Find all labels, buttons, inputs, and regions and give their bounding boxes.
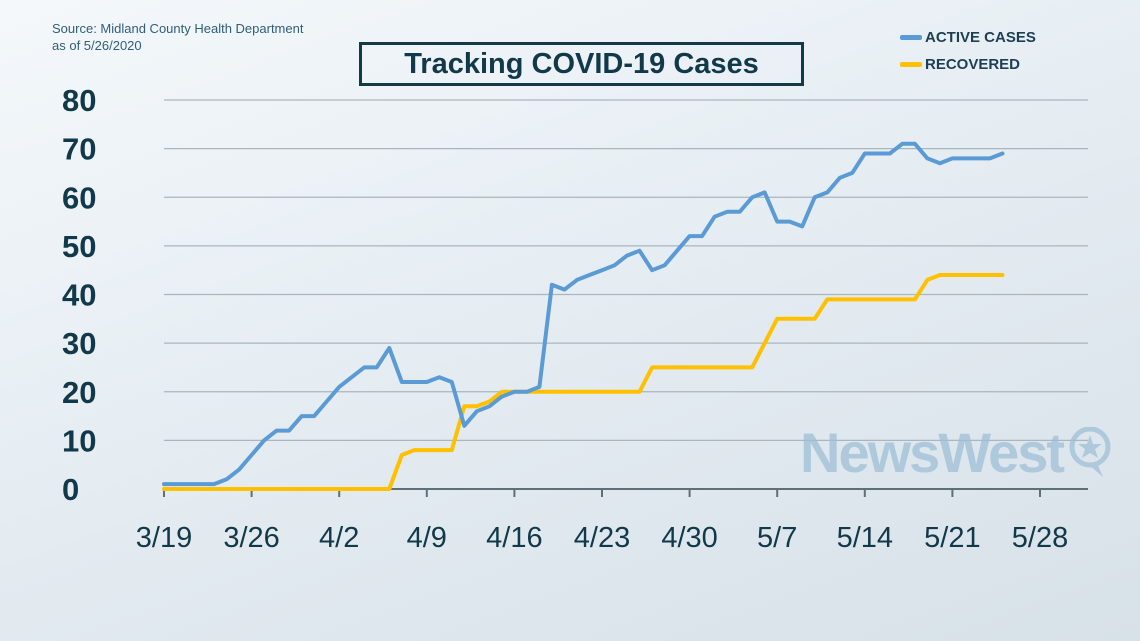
source-date: as of 5/26/2020 — [52, 38, 142, 53]
chart-title-box: Tracking COVID-19 Cases — [359, 42, 804, 86]
x-tick-label: 5/28 — [1012, 522, 1068, 554]
x-tick-label: 5/7 — [757, 522, 797, 554]
x-tick-label: 5/21 — [924, 522, 980, 554]
y-tick-label: 20 — [62, 375, 96, 410]
y-tick-label: 40 — [62, 278, 96, 313]
x-tick-label: 3/26 — [223, 522, 279, 554]
x-tick-label: 5/14 — [837, 522, 893, 554]
legend-label-recovered: RECOVERED — [925, 56, 1021, 73]
logo-text: NewsWest — [800, 421, 1065, 484]
y-tick-label: 10 — [62, 423, 96, 458]
x-tick-label: 4/30 — [661, 522, 717, 554]
x-tick-label: 4/23 — [574, 522, 630, 554]
y-tick-label: 80 — [62, 83, 96, 118]
y-tick-label: 0 — [62, 472, 79, 507]
newswest-logo: NewsWest — [800, 420, 1113, 485]
chart-title: Tracking COVID-19 Cases — [404, 47, 759, 80]
x-tick-label: 4/2 — [319, 522, 359, 554]
legend-swatch-recovered — [900, 62, 922, 67]
legend-item-active: ACTIVE CASES — [900, 24, 1036, 51]
logo-star-icon — [1069, 426, 1111, 477]
y-tick-label: 60 — [62, 180, 96, 215]
legend-swatch-active — [900, 35, 922, 40]
legend-label-active: ACTIVE CASES — [925, 29, 1036, 46]
x-tick-label: 3/19 — [136, 522, 192, 554]
y-tick-label: 50 — [62, 229, 96, 264]
x-tick-label: 4/9 — [407, 522, 447, 554]
chart-legend: ACTIVE CASES RECOVERED — [900, 24, 1036, 78]
series-line-active-cases — [162, 141, 1005, 487]
source-note: Source: Midland County Health Department… — [52, 20, 303, 54]
series-line-recovered — [162, 273, 1005, 491]
y-tick-label: 30 — [62, 326, 96, 361]
x-tick-label: 4/16 — [486, 522, 542, 554]
legend-item-recovered: RECOVERED — [900, 51, 1036, 78]
y-tick-label: 70 — [62, 132, 96, 167]
source-line: Source: Midland County Health Department — [52, 21, 304, 36]
